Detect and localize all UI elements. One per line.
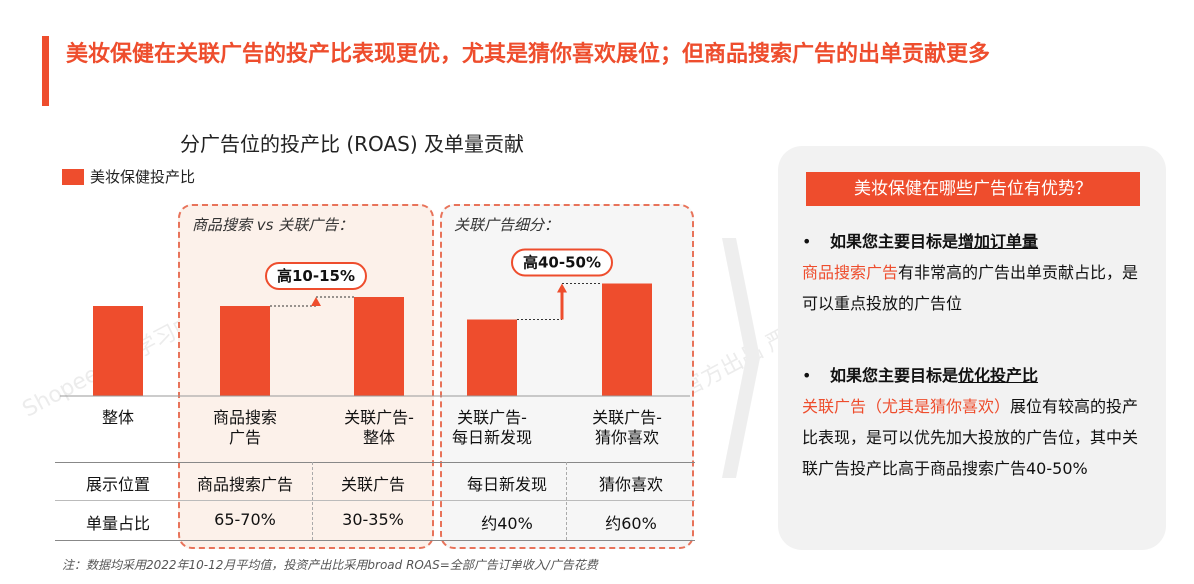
- category-label: 关联广告- 每日新发现: [451, 408, 532, 447]
- panel-item-orders: • 如果您主要目标是增加订单量 商品搜索广告有非常高的广告出单贡献占比，是可以重点…: [802, 226, 1142, 319]
- category-label: 关联广告- 整体: [344, 408, 414, 447]
- footnote: 注：数据均采用2022年10-12月平均值，投资产出比采用broad ROAS=…: [62, 558, 598, 572]
- item-lead: 如果您主要目标是: [830, 232, 959, 251]
- bar-4: [602, 283, 652, 396]
- table-cell: 约40%: [481, 514, 533, 533]
- bar-0: [93, 306, 143, 396]
- table-header-share: 单量占比: [85, 514, 150, 533]
- table-top-border: [55, 462, 695, 463]
- category-label: 商品搜索 广告: [212, 408, 277, 447]
- item-lead: 如果您主要目标是: [830, 366, 959, 385]
- category-label: 关联广告- 猜你喜欢: [592, 408, 662, 447]
- bar-3: [467, 319, 517, 396]
- chart-legend: 美妆保健投产比: [62, 166, 195, 187]
- bullet: •: [802, 366, 812, 385]
- panel-title: 美妆保健在哪些广告位有优势？: [806, 172, 1140, 206]
- table-cell: 约60%: [605, 514, 657, 533]
- bar-1: [220, 306, 270, 396]
- bar-chart: 高10-15% 高40-50%: [60, 248, 690, 397]
- annotation-pill: [265, 262, 367, 290]
- title-accent-bar: [42, 36, 49, 106]
- table-cell: 猜你喜欢: [598, 475, 663, 494]
- bullet: •: [802, 232, 812, 251]
- table-cell: 每日新发现: [466, 475, 547, 494]
- table-cell: 商品搜索广告: [196, 475, 293, 494]
- table-cell: 65-70%: [214, 510, 276, 529]
- item-goal: 优化投产比: [958, 366, 1039, 385]
- annotation-pill: [511, 248, 613, 277]
- annotation-label: 高40-50%: [523, 254, 601, 272]
- legend-label: 美妆保健投产比: [90, 168, 196, 186]
- item-highlight: 商品搜索广告: [802, 263, 899, 282]
- category-label: 整体: [101, 408, 134, 427]
- page-title: 美妆保健在关联广告的投产比表现更优，尤其是猜你喜欢展位；但商品搜索广告的出单贡献…: [66, 42, 991, 67]
- item-body: 有非常高的广告出单贡献占比，是可以重点投放的广告位: [802, 263, 1139, 313]
- group-label-search-vs-related: 商品搜索 vs 关联广告：: [192, 216, 354, 234]
- item-highlight: 关联广告（尤其是猜你喜欢）: [802, 397, 1011, 416]
- group-label-related-breakdown: 关联广告细分：: [454, 216, 560, 234]
- item-body: 展位有较高的投产比表现，是可以优先加大投放的广告位，其中关联广告投产比高于商品搜…: [802, 397, 1139, 478]
- item-goal: 增加订单量: [958, 232, 1039, 251]
- table-cell: 关联广告: [340, 475, 405, 494]
- chart-title: 分广告位的投产比 (ROAS) 及单量贡献: [180, 132, 524, 156]
- legend-swatch: [62, 168, 84, 185]
- table-row-divider: [55, 500, 695, 501]
- chevron-arrow-icon: [722, 238, 760, 478]
- table-cell: 30-35%: [342, 510, 404, 529]
- annotation-label: 高10-15%: [277, 267, 355, 285]
- table-header-position: 展示位置: [85, 475, 150, 494]
- increase-arrow-head: [311, 297, 321, 306]
- table-col-divider: [566, 462, 567, 540]
- panel-item-roas: • 如果您主要目标是优化投产比 关联广告（尤其是猜你喜欢）展位有较高的投产比表现，…: [802, 360, 1142, 484]
- table-bottom-border: [55, 540, 695, 541]
- bar-2: [354, 297, 404, 396]
- insight-panel: [778, 146, 1166, 550]
- increase-arrow-head: [557, 283, 567, 293]
- table-col-divider: [312, 462, 313, 540]
